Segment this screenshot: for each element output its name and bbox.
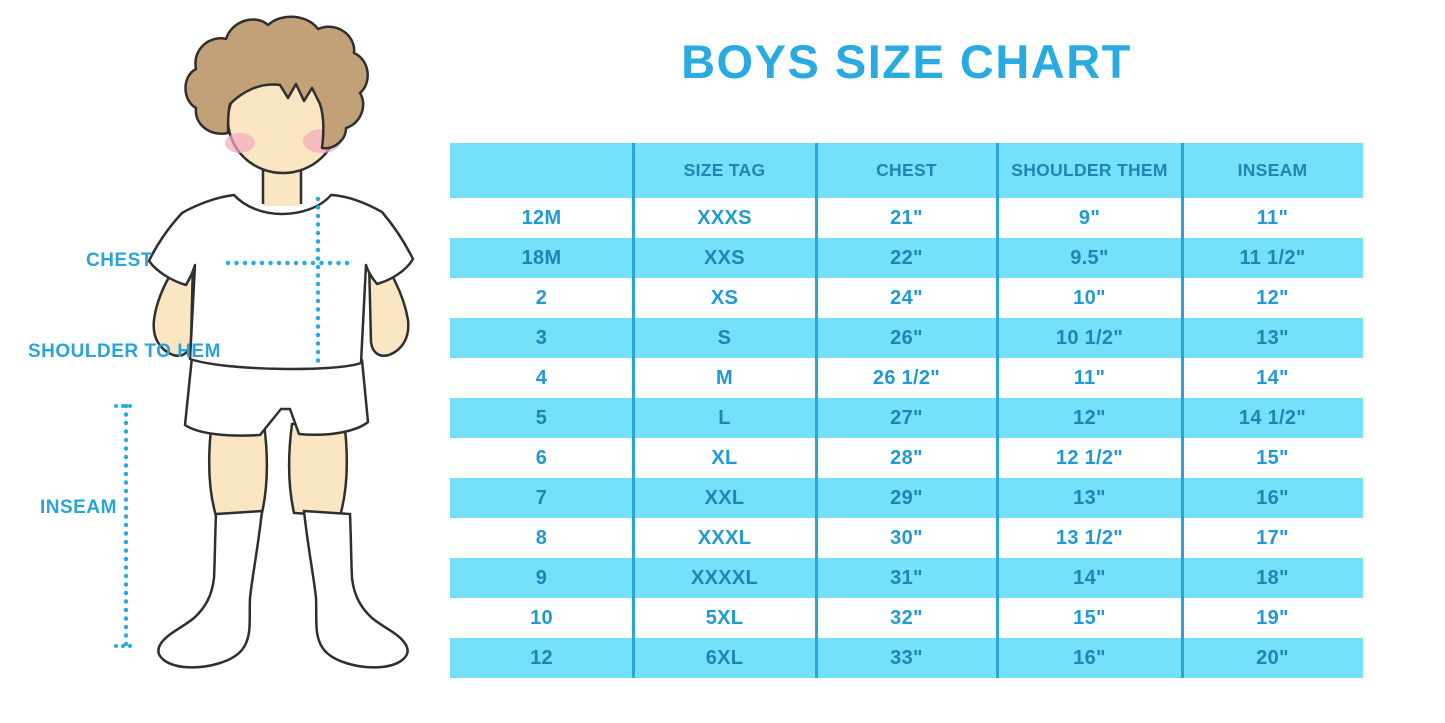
table-cell: 24" <box>890 286 923 309</box>
table-row: 3 S 26" 10 1/2" 13" <box>450 318 1363 358</box>
table-cell: 12" <box>1256 286 1289 309</box>
table-cell: 12 <box>530 646 553 669</box>
tshirt-shape <box>147 193 415 371</box>
table-cell: 5XL <box>705 606 744 629</box>
table-cell: 8 <box>535 526 548 549</box>
column-divider-line <box>1180 143 1184 678</box>
table-cell: 15" <box>1073 606 1106 629</box>
table-cell: 14 1/2" <box>1238 406 1307 429</box>
table-cell: 11" <box>1256 206 1289 229</box>
table-cell: 18" <box>1256 566 1289 589</box>
chest-label: CHEST <box>86 250 153 271</box>
table-cell: 16" <box>1256 486 1289 509</box>
table-cell: 21" <box>890 206 923 229</box>
table-row: 12M XXXS 21" 9" 11" <box>450 198 1363 238</box>
table-cell: 14" <box>1073 566 1106 589</box>
table-cell: XL <box>711 446 738 469</box>
table-cell: 9.5" <box>1070 246 1109 269</box>
table-cell: 6XL <box>705 646 744 669</box>
column-divider-line <box>631 143 635 678</box>
header-cell: SIZE TAG <box>683 160 766 180</box>
table-row: 7 XXL 29" 13" 16" <box>450 478 1363 518</box>
column-divider-line <box>814 143 818 678</box>
table-cell: 9 <box>535 566 548 589</box>
table-row: 18M XXS 22" 9.5" 11 1/2" <box>450 238 1363 278</box>
table-cell: 13" <box>1073 486 1106 509</box>
table-cell: 28" <box>890 446 923 469</box>
table-cell: 4 <box>535 366 548 389</box>
table-cell: XXXL <box>697 526 752 549</box>
table-cell: 12" <box>1073 406 1106 429</box>
table-cell: 33" <box>890 646 923 669</box>
table-cell: XXXXL <box>690 566 759 589</box>
table-cell: 10 <box>530 606 553 629</box>
table-cell: 16" <box>1073 646 1106 669</box>
table-cell: XXXS <box>697 206 752 229</box>
table-header-row: SIZE TAG CHEST SHOULDER THEM INSEAM <box>450 143 1363 198</box>
table-cell: XS <box>710 286 739 309</box>
table-row: 2 XS 24" 10" 12" <box>450 278 1363 318</box>
table-cell: 10 1/2" <box>1055 326 1124 349</box>
inseam-label: INSEAM <box>40 497 117 518</box>
table-cell: 22" <box>890 246 923 269</box>
table-cell: 26" <box>890 326 923 349</box>
table-body: 12M XXXS 21" 9" 11" 18M XXS 22" 9.5" 11 1/2" 2 XS 24… <box>450 198 1363 678</box>
table-cell: 7 <box>535 486 548 509</box>
table-row: 12 6XL 33" 16" 20" <box>450 638 1363 678</box>
right-sock-shape <box>302 509 409 669</box>
table-row: 6 XL 28" 12 1/2" 15" <box>450 438 1363 478</box>
table-cell: 11 1/2" <box>1239 246 1306 269</box>
table-cell: 11" <box>1073 366 1106 389</box>
boy-illustration <box>114 15 415 669</box>
hair-shape <box>184 15 369 150</box>
table-cell: 13 1/2" <box>1055 526 1124 549</box>
table-row: 10 5XL 32" 15" 19" <box>450 598 1363 638</box>
table-cell: 2 <box>535 286 548 309</box>
header-cell: INSEAM <box>1237 160 1308 180</box>
table-cell: XXL <box>704 486 745 509</box>
table-cell: 12M <box>521 206 562 229</box>
table-cell: 29" <box>890 486 923 509</box>
table-cell: 19" <box>1256 606 1289 629</box>
table-cell: 17" <box>1256 526 1289 549</box>
header-cell: CHEST <box>876 160 937 180</box>
table-cell: 20" <box>1256 646 1289 669</box>
table-cell: L <box>718 406 731 429</box>
table-cell: 27" <box>890 406 923 429</box>
column-divider-line <box>995 143 999 678</box>
table-cell: 18M <box>521 246 562 269</box>
table-row: 5 L 27" 12" 14 1/2" <box>450 398 1363 438</box>
table-cell: 13" <box>1256 326 1289 349</box>
table-cell: 5 <box>535 406 548 429</box>
page-title: BOYS SIZE CHART <box>681 35 1132 88</box>
size-table: SIZE TAG CHEST SHOULDER THEM INSEAM 12M XXXS… <box>450 143 1363 678</box>
table-cell: XXS <box>704 246 745 269</box>
table-cell: 12 1/2" <box>1055 446 1124 469</box>
table-cell: 10" <box>1073 286 1106 309</box>
table-cell: 9" <box>1078 206 1101 229</box>
table-cell: 14" <box>1256 366 1289 389</box>
table-cell: 26 1/2" <box>872 366 941 389</box>
table-cell: 15" <box>1256 446 1289 469</box>
shoulder-to-hem-label: SHOULDER TO HEM <box>28 341 221 362</box>
left-blush <box>225 133 255 153</box>
table-row: 8 XXXL 30" 13 1/2" 17" <box>450 518 1363 558</box>
table-cell: 30" <box>890 526 923 549</box>
neck-outline <box>261 166 303 204</box>
table-cell: 6 <box>535 446 548 469</box>
table-row: 9 XXXXL 31" 14" 18" <box>450 558 1363 598</box>
table-row: 4 M 26 1/2" 11" 14" <box>450 358 1363 398</box>
table-cell: 31" <box>890 566 923 589</box>
header-cell: SHOULDER THEM <box>1011 160 1168 180</box>
left-sock-shape <box>157 509 264 669</box>
table-cell: 3 <box>535 326 548 349</box>
table-cell: 32" <box>890 606 923 629</box>
table-cell: S <box>717 326 732 349</box>
table-cell: M <box>716 366 733 389</box>
